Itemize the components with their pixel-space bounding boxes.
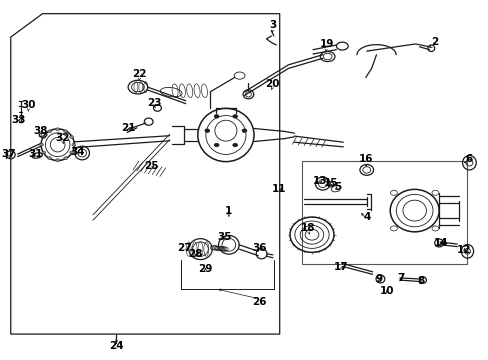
Circle shape — [214, 143, 219, 147]
Text: 29: 29 — [198, 264, 212, 274]
Circle shape — [214, 114, 219, 118]
Text: 35: 35 — [217, 232, 232, 242]
Circle shape — [56, 128, 60, 131]
Circle shape — [47, 157, 51, 159]
Text: 5: 5 — [333, 182, 340, 192]
Text: 21: 21 — [121, 123, 135, 133]
Circle shape — [72, 143, 76, 146]
Text: 33: 33 — [11, 114, 26, 125]
Text: 28: 28 — [188, 249, 203, 259]
Text: 4: 4 — [362, 212, 370, 222]
Circle shape — [242, 129, 246, 132]
Text: 30: 30 — [21, 100, 36, 110]
Bar — [302, 161, 467, 264]
Text: 12: 12 — [456, 245, 471, 255]
Text: 37: 37 — [1, 149, 16, 159]
Text: 11: 11 — [271, 184, 285, 194]
Text: 8: 8 — [416, 276, 423, 286]
Text: 25: 25 — [144, 161, 159, 171]
Text: 14: 14 — [433, 238, 447, 248]
Text: 23: 23 — [146, 98, 161, 108]
Circle shape — [63, 130, 67, 133]
Text: 3: 3 — [269, 20, 276, 30]
Text: 18: 18 — [300, 222, 315, 233]
Text: 10: 10 — [379, 286, 394, 296]
Text: 22: 22 — [132, 69, 146, 79]
Text: 20: 20 — [265, 78, 280, 89]
Circle shape — [232, 143, 237, 147]
Circle shape — [70, 151, 74, 154]
Text: 6: 6 — [465, 154, 472, 164]
Text: 34: 34 — [70, 147, 84, 157]
Text: 36: 36 — [251, 243, 266, 253]
Circle shape — [63, 157, 67, 159]
Text: 9: 9 — [375, 274, 382, 284]
Text: 17: 17 — [333, 262, 348, 272]
Text: 7: 7 — [396, 273, 404, 283]
Circle shape — [48, 130, 52, 133]
Text: 1: 1 — [225, 206, 232, 216]
Text: 19: 19 — [319, 39, 333, 49]
Circle shape — [232, 114, 237, 118]
Text: 15: 15 — [323, 178, 337, 188]
Circle shape — [41, 135, 45, 139]
Text: 16: 16 — [358, 154, 372, 164]
Text: 38: 38 — [33, 126, 47, 136]
Text: 27: 27 — [177, 243, 192, 253]
Text: 26: 26 — [251, 297, 266, 307]
Circle shape — [41, 151, 45, 154]
Text: 24: 24 — [109, 341, 123, 351]
Text: 31: 31 — [28, 149, 42, 159]
Circle shape — [70, 135, 74, 139]
Circle shape — [40, 143, 43, 146]
Circle shape — [56, 159, 60, 162]
Text: 2: 2 — [431, 37, 438, 48]
Text: 32: 32 — [55, 132, 70, 143]
Circle shape — [204, 129, 209, 132]
Text: 13: 13 — [312, 176, 326, 186]
